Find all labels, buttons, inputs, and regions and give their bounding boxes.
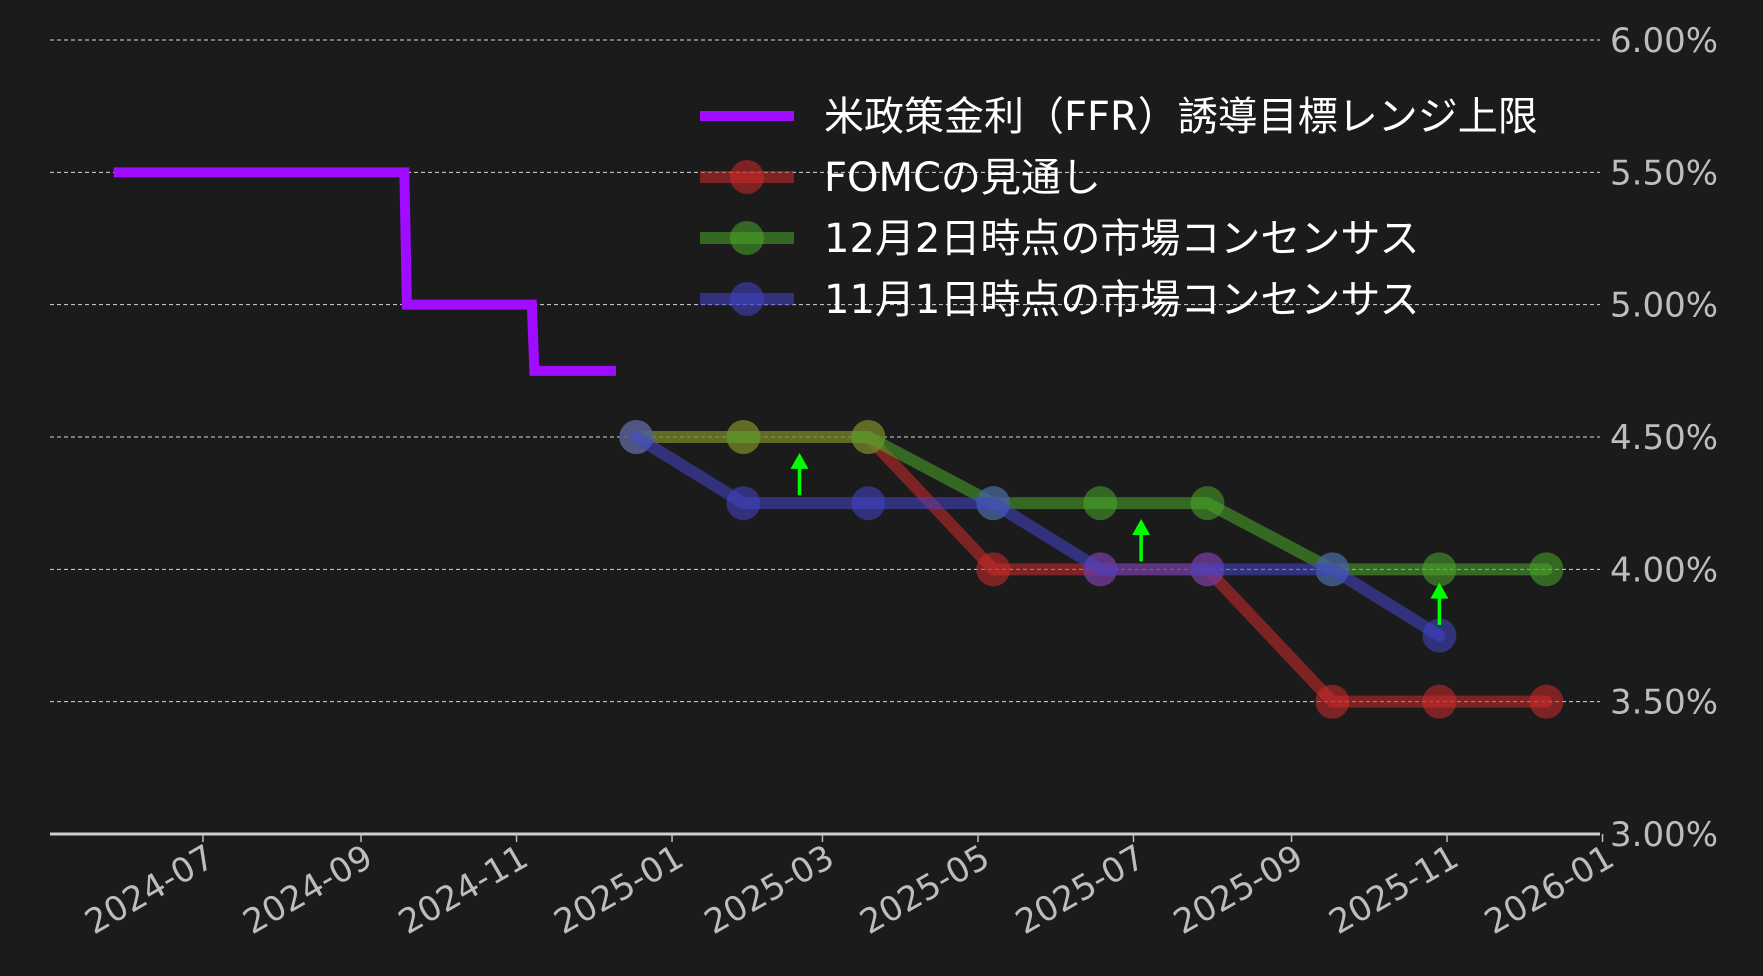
ffr-step-line (113, 167, 616, 376)
up-arrow (790, 452, 809, 496)
data-point (726, 420, 761, 454)
legend-label: 11月1日時点の市場コンセンサス (824, 277, 1420, 323)
arrow-head (1430, 582, 1449, 599)
legend-label: FOMCの見通し (824, 155, 1101, 201)
legend-item: 11月1日時点の市場コンセンサス (700, 277, 1420, 323)
y-tick-label: 3.00% (1610, 815, 1718, 855)
up-arrow (1430, 582, 1449, 625)
data-point (976, 486, 1011, 521)
legend-swatch-marker (730, 160, 764, 194)
series-3 (619, 420, 1457, 653)
y-tick-label: 5.50% (1610, 153, 1718, 193)
y-tick-label: 4.50% (1610, 418, 1718, 458)
data-point (1422, 618, 1457, 653)
series-0 (113, 167, 616, 376)
arrow-head (790, 452, 809, 469)
data-point (1422, 684, 1457, 719)
data-point (1083, 486, 1118, 521)
legend-item: 12月2日時点の市場コンセンサス (700, 216, 1420, 262)
data-point (1529, 552, 1564, 587)
legend: 米政策金利（FFR）誘導目標レンジ上限 FOMCの見通し 12月2日時点の市場コンセ… (700, 94, 1538, 323)
data-point (1422, 552, 1457, 587)
data-point (1083, 552, 1118, 587)
y-axis: 3.00% 3.50% 4.00% 4.50% 5.00% 5.50% 6.00% (1610, 21, 1718, 855)
data-point (1315, 684, 1350, 719)
legend-item: FOMCの見通し (700, 155, 1101, 201)
data-point (1315, 552, 1350, 587)
data-point (851, 420, 886, 454)
y-tick-label: 4.00% (1610, 550, 1718, 590)
data-point (726, 486, 761, 521)
annotation-layer (790, 452, 1449, 625)
y-tick-label: 5.00% (1610, 286, 1718, 326)
data-point (619, 420, 654, 454)
legend-label: 12月2日時点の市場コンセンサス (824, 216, 1420, 262)
data-point (851, 486, 886, 521)
data-point (1529, 684, 1564, 719)
data-point (1190, 486, 1225, 521)
data-point (1190, 552, 1225, 587)
series-line (630, 431, 1446, 642)
arrow-head (1132, 519, 1151, 536)
series-layer (113, 167, 1564, 719)
data-point (976, 552, 1011, 587)
legend-swatch-marker (730, 282, 764, 316)
y-tick-label: 3.50% (1610, 683, 1718, 723)
y-tick-label: 6.00% (1610, 21, 1718, 61)
up-arrow (1132, 519, 1151, 562)
legend-item: 米政策金利（FFR）誘導目標レンジ上限 (700, 94, 1538, 140)
legend-swatch-marker (730, 221, 764, 255)
legend-label: 米政策金利（FFR）誘導目標レンジ上限 (824, 94, 1538, 140)
